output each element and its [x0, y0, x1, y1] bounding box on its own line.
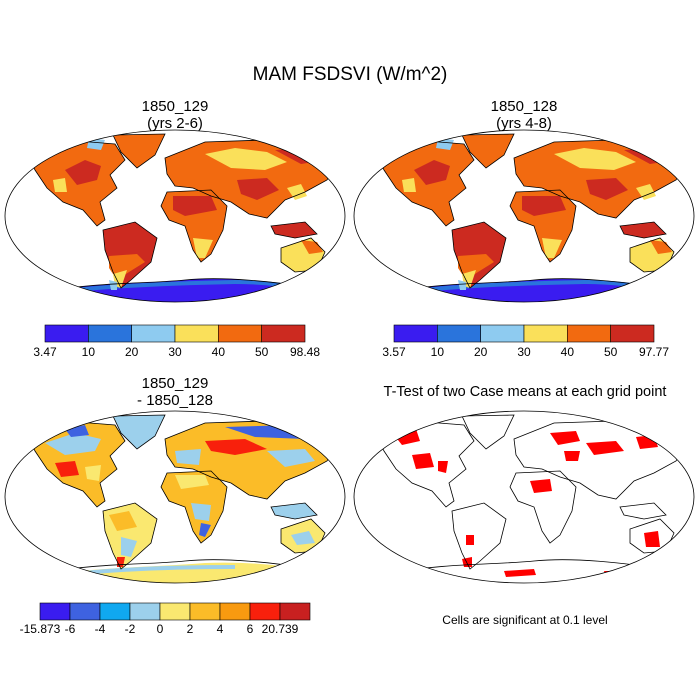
- colorbar-box: [610, 324, 655, 343]
- colorbar-label: 20.739: [261, 622, 299, 636]
- colorbar-box: [480, 324, 525, 343]
- colorbar-box: [44, 324, 89, 343]
- colorbar-label: 10: [430, 345, 444, 359]
- colorbar-label: 97.77: [638, 345, 670, 359]
- colorbar-label: 6: [246, 622, 254, 636]
- colorbar-label: 40: [560, 345, 574, 359]
- colorbar-label: -2: [124, 622, 136, 636]
- colorbar-label: 50: [603, 345, 618, 359]
- panel-title-case2-line2: (yrs 4-8): [496, 115, 552, 132]
- colorbar-label: 10: [81, 345, 95, 359]
- colorbar-box: [129, 602, 161, 621]
- panel-title-case1: 1850_129 (yrs 2-6): [75, 98, 275, 132]
- colorbar-box: [189, 602, 221, 621]
- colorbar-box: [249, 602, 281, 621]
- colorbar-box: [261, 324, 306, 343]
- panel-title-case1-line1: 1850_129: [141, 98, 209, 115]
- colorbar-box: [131, 324, 176, 343]
- colorbar-box: [159, 602, 191, 621]
- colorbar-label: 98.48: [289, 345, 321, 359]
- panel-title-diff-line1: 1850_129: [141, 375, 209, 392]
- colorbar-label: -6: [64, 622, 76, 636]
- map-ttest: [353, 410, 695, 584]
- colorbar-label: -15.873: [19, 622, 61, 636]
- panel-title-diff: 1850_129 - 1850_128: [75, 375, 275, 409]
- map-case1: [4, 129, 346, 303]
- colorbar-label: 4: [216, 622, 224, 636]
- colorbar-difference: [39, 602, 311, 621]
- colorbar-box: [218, 324, 262, 343]
- panel-title-case2-line1: 1850_128: [490, 98, 558, 115]
- colorbar-label: 40: [211, 345, 225, 359]
- colorbar-box: [219, 602, 251, 621]
- colorbar-box: [523, 324, 568, 343]
- colorbar-label: 50: [254, 345, 269, 359]
- colorbar-box: [39, 602, 71, 621]
- panel-title-ttest: T-Test of two Case means at each grid po…: [383, 384, 667, 400]
- colorbar-box: [567, 324, 611, 343]
- significance-note: Cells are significant at 0.1 level: [442, 613, 608, 627]
- colorbar-box: [437, 324, 481, 343]
- colorbar-label: 2: [186, 622, 194, 636]
- colorbar-box: [174, 324, 219, 343]
- colorbar-label: 20: [124, 345, 139, 359]
- colorbar-label: 20: [473, 345, 488, 359]
- colorbar-label: 0: [156, 622, 164, 636]
- colorbar-label: 3.47: [33, 345, 57, 359]
- colorbar-box: [99, 602, 131, 621]
- colorbar-box: [69, 602, 101, 621]
- colorbar-box: [88, 324, 132, 343]
- colorbar-box: [393, 324, 438, 343]
- map-difference: [4, 410, 346, 584]
- map-case2: [353, 129, 695, 303]
- colorbar-box: [279, 602, 311, 621]
- colorbar-label: 30: [168, 345, 182, 359]
- panel-title-diff-line2: - 1850_128: [137, 392, 213, 409]
- figure-title: MAM FSDSVI (W/m^2): [252, 64, 448, 85]
- panel-title-case2: 1850_128 (yrs 4-8): [424, 98, 624, 132]
- colorbar-label: 30: [517, 345, 531, 359]
- colorbar-case2: [393, 324, 655, 343]
- colorbar-label: 3.57: [382, 345, 406, 359]
- colorbar-label: -4: [94, 622, 106, 636]
- colorbar-case1: [44, 324, 306, 343]
- panel-title-case1-line2: (yrs 2-6): [147, 115, 203, 132]
